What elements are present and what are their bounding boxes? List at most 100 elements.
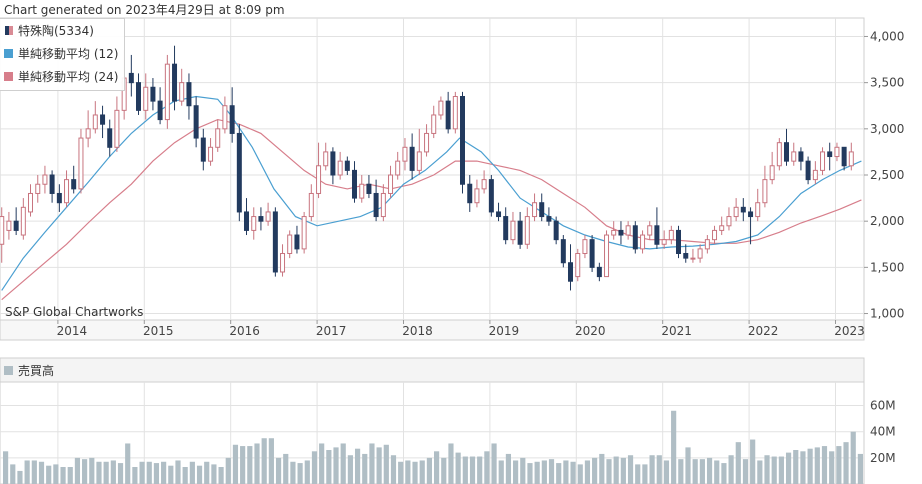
candle-down bbox=[243, 211, 249, 231]
volume-bar bbox=[96, 461, 102, 484]
candle-down bbox=[236, 132, 242, 213]
volume-y-tick-label: 60M bbox=[870, 399, 896, 413]
candle-up bbox=[280, 253, 286, 273]
volume-bar bbox=[778, 456, 784, 484]
volume-bar bbox=[275, 457, 282, 484]
y-tick-label: 3,000 bbox=[870, 122, 904, 136]
candle-up bbox=[416, 151, 422, 171]
y-tick-label: 3,500 bbox=[870, 76, 904, 90]
candle-up bbox=[582, 239, 588, 255]
volume-bar bbox=[24, 460, 30, 484]
candle-down bbox=[546, 216, 552, 222]
candle-up bbox=[251, 216, 257, 231]
candle-down bbox=[740, 206, 746, 213]
legend-item-ma24[interactable]: 単純移動平均 (24) bbox=[4, 67, 118, 85]
volume-bar bbox=[125, 443, 131, 484]
volume-bar bbox=[175, 460, 181, 484]
candle-down bbox=[827, 151, 833, 158]
volume-bar bbox=[764, 455, 770, 484]
candle-up bbox=[424, 132, 430, 153]
volume-bar bbox=[836, 446, 842, 484]
volume-header-band bbox=[0, 357, 865, 383]
candle-up bbox=[452, 96, 458, 130]
candle-up bbox=[92, 114, 98, 130]
legend-item-price[interactable]: 特殊陶(5334) bbox=[4, 21, 94, 39]
candle-up bbox=[316, 165, 322, 194]
volume-bar bbox=[240, 446, 246, 484]
candle-up bbox=[575, 253, 581, 278]
candle-up bbox=[704, 239, 710, 250]
x-tick-label: 2017 bbox=[316, 324, 347, 338]
volume-bar bbox=[699, 459, 705, 484]
candle-down bbox=[186, 82, 192, 107]
volume-bar bbox=[398, 461, 404, 484]
volume-bar bbox=[340, 443, 346, 484]
volume-bar bbox=[627, 455, 634, 484]
candle-up bbox=[395, 160, 401, 176]
candle-up bbox=[265, 211, 271, 222]
candle-down bbox=[258, 216, 264, 222]
volume-bar bbox=[584, 460, 591, 484]
volume-bar bbox=[556, 463, 562, 484]
candle-up bbox=[35, 183, 41, 194]
candle-up bbox=[78, 137, 84, 190]
volume-bar bbox=[498, 460, 504, 484]
x-tick-label: 2014 bbox=[57, 324, 88, 338]
volume-bar bbox=[74, 457, 81, 484]
candle-up bbox=[388, 174, 394, 194]
candle-up bbox=[481, 179, 487, 190]
volume-bar bbox=[850, 431, 856, 484]
candle-down bbox=[517, 220, 523, 245]
candle-down bbox=[344, 160, 350, 171]
volume-bar bbox=[477, 456, 483, 484]
volume-bar bbox=[362, 453, 368, 484]
volume-bar bbox=[469, 456, 476, 484]
volume-legend-label: 売買高 bbox=[18, 364, 55, 378]
candle-up bbox=[0, 216, 5, 245]
volume-bar bbox=[153, 463, 160, 484]
candle-down bbox=[553, 220, 559, 241]
volume-bar bbox=[577, 464, 583, 484]
volume-bar bbox=[757, 460, 763, 484]
candle-down bbox=[589, 239, 595, 268]
candle-down bbox=[841, 146, 847, 167]
volume-bar bbox=[721, 463, 727, 484]
volume-bar bbox=[843, 442, 849, 484]
candle-up bbox=[380, 192, 386, 218]
candle-down bbox=[13, 220, 19, 231]
volume-bar bbox=[821, 446, 828, 484]
candle-down bbox=[366, 183, 372, 194]
candle-up bbox=[791, 151, 797, 162]
candle-down bbox=[71, 179, 77, 190]
volume-bar bbox=[491, 443, 497, 484]
volume-bar bbox=[793, 450, 799, 484]
candle-up bbox=[42, 174, 48, 185]
volume-legend[interactable]: 売買高 bbox=[4, 362, 54, 379]
volume-bar bbox=[570, 461, 576, 484]
volume-bar bbox=[714, 460, 720, 484]
volume-bar bbox=[110, 460, 116, 484]
legend-item-ma12[interactable]: 単純移動平均 (12) bbox=[4, 44, 118, 62]
volume-bar bbox=[742, 459, 749, 484]
volume-bar bbox=[642, 464, 648, 484]
volume-bar bbox=[462, 456, 468, 484]
volume-bar bbox=[139, 461, 145, 484]
volume-bar bbox=[60, 467, 66, 484]
candle-down bbox=[135, 82, 141, 111]
volume-bar bbox=[103, 461, 109, 484]
volume-bar bbox=[857, 453, 863, 484]
volume-bar bbox=[326, 450, 332, 484]
candle-down bbox=[567, 262, 573, 282]
candle-up bbox=[690, 257, 696, 260]
volume-bar bbox=[606, 459, 612, 484]
volume-bar bbox=[455, 452, 461, 484]
candle-up bbox=[359, 183, 365, 199]
y-tick-label: 1,000 bbox=[870, 307, 904, 321]
volume-bar bbox=[225, 457, 231, 484]
volume-bar bbox=[297, 463, 303, 484]
candle-down bbox=[748, 211, 754, 218]
candle-down bbox=[330, 151, 336, 176]
volume-bar bbox=[592, 457, 598, 484]
volume-bar bbox=[520, 457, 526, 484]
